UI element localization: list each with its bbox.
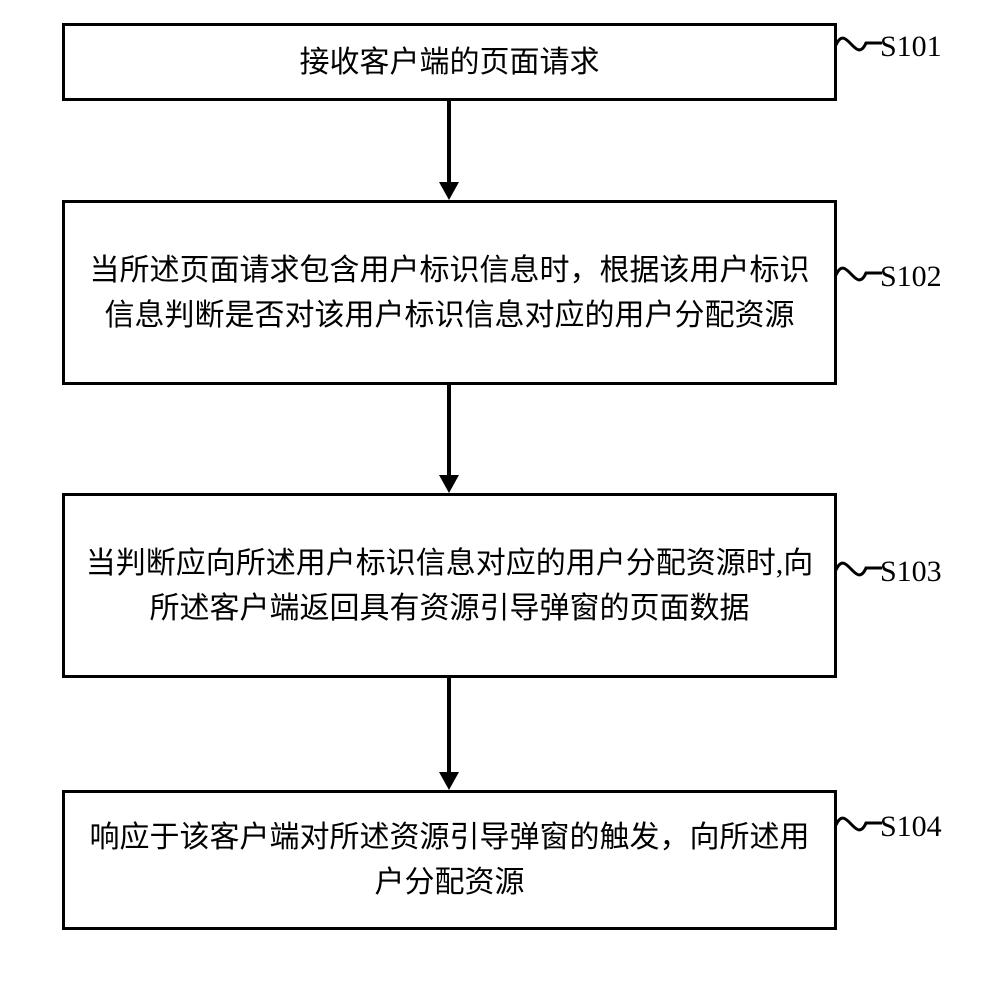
arrow-line: [447, 385, 451, 476]
node-text: 当判断应向所述用户标识信息对应的用户分配资源时,向所述客户端返回具有资源引导弹窗…: [81, 541, 818, 631]
step-label-s102: S102: [880, 260, 942, 294]
flow-node-s104: 响应于该客户端对所述资源引导弹窗的触发，向所述用户分配资源: [62, 790, 837, 930]
arrow-head: [439, 772, 459, 790]
connector-squiggle: [832, 547, 887, 607]
node-text: 当所述页面请求包含用户标识信息时，根据该用户标识信息判断是否对该用户标识信息对应…: [81, 248, 818, 338]
node-text: 接收客户端的页面请求: [300, 40, 600, 85]
step-label-s103: S103: [880, 555, 942, 589]
flow-node-s102: 当所述页面请求包含用户标识信息时，根据该用户标识信息判断是否对该用户标识信息对应…: [62, 200, 837, 385]
step-label-s101: S101: [880, 30, 942, 64]
arrow-line: [447, 101, 451, 183]
step-label-s104: S104: [880, 810, 942, 844]
flowchart-canvas: 接收客户端的页面请求 S101 当所述页面请求包含用户标识信息时，根据该用户标识…: [0, 0, 999, 1000]
arrow-head: [439, 475, 459, 493]
arrow-line: [447, 678, 451, 773]
flow-node-s103: 当判断应向所述用户标识信息对应的用户分配资源时,向所述客户端返回具有资源引导弹窗…: [62, 493, 837, 678]
arrow-head: [439, 182, 459, 200]
connector-squiggle: [832, 22, 887, 82]
flow-node-s101: 接收客户端的页面请求: [62, 23, 837, 101]
connector-squiggle: [832, 802, 887, 862]
connector-squiggle: [832, 252, 887, 312]
node-text: 响应于该客户端对所述资源引导弹窗的触发，向所述用户分配资源: [81, 815, 818, 905]
